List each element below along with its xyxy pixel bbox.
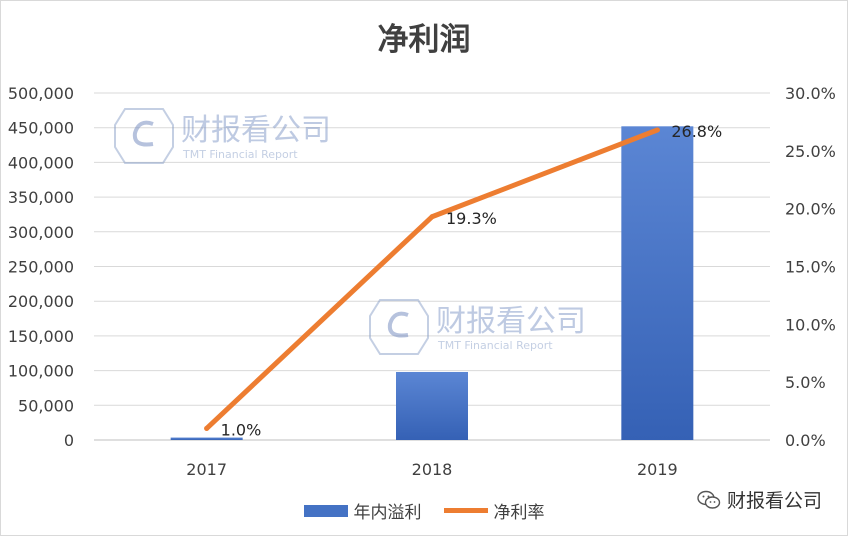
watermark-logo-icon <box>369 299 429 355</box>
left-tick-label: 100,000 <box>8 362 74 381</box>
margin-point <box>654 127 660 133</box>
wechat-source-label: 财报看公司 <box>726 490 822 512</box>
x-tick-label: 2018 <box>412 460 453 479</box>
profit-bars <box>170 126 694 440</box>
legend-swatch-line <box>443 508 488 513</box>
profit-bar <box>170 437 243 440</box>
right-tick-label: 25.0% <box>785 142 836 161</box>
right-tick-label: 15.0% <box>785 258 836 277</box>
x-tick-label: 2019 <box>637 460 678 479</box>
x-tick-label: 2017 <box>186 460 227 479</box>
left-tick-label: 350,000 <box>8 188 74 207</box>
left-tick-label: 0 <box>64 431 74 450</box>
wechat-icon <box>697 490 721 509</box>
watermark-c-glyph <box>387 311 409 338</box>
profit-bar <box>621 126 694 440</box>
left-tick-label: 250,000 <box>8 258 74 277</box>
legend-item-margin: 净利率 <box>443 498 545 523</box>
chart-title: 净利润 <box>377 22 471 58</box>
watermark-subtext: TMT Financial Report <box>437 339 553 352</box>
left-axis-ticks: 0 50,000 100,000 150,000 200,000 250,000 300,0… <box>8 84 74 450</box>
left-tick-label: 150,000 <box>8 327 74 346</box>
legend: 年内溢利 净利率 <box>0 498 848 523</box>
watermark-subtext: TMT Financial Report <box>182 148 298 161</box>
watermark-text: 财报看公司 <box>436 304 586 339</box>
right-tick-label: 10.0% <box>785 315 836 334</box>
right-tick-label: 0.0% <box>785 431 826 450</box>
profit-bar <box>396 371 468 440</box>
legend-label-profit: 年内溢利 <box>353 503 422 523</box>
margin-data-label: 26.8% <box>671 122 722 141</box>
right-tick-label: 30.0% <box>785 84 836 103</box>
margin-point <box>429 214 435 220</box>
margin-data-label: 1.0% <box>221 420 262 439</box>
left-tick-label: 50,000 <box>18 396 74 415</box>
wechat-source: 财报看公司 <box>697 486 822 513</box>
watermark-text: 财报看公司 <box>181 113 331 148</box>
left-tick-label: 500,000 <box>8 84 74 103</box>
left-tick-label: 400,000 <box>8 153 74 172</box>
legend-swatch-bar <box>303 504 348 517</box>
left-tick-label: 450,000 <box>8 119 74 138</box>
x-axis-ticks: 2017 2018 2019 <box>186 460 677 479</box>
legend-label-margin: 净利率 <box>493 503 545 523</box>
legend-item-profit: 年内溢利 <box>303 498 422 523</box>
left-tick-label: 200,000 <box>8 292 74 311</box>
margin-point <box>204 425 210 431</box>
left-tick-label: 300,000 <box>8 223 74 242</box>
watermark-c-glyph <box>132 120 154 147</box>
watermark-logo-icon <box>114 108 174 164</box>
right-tick-label: 5.0% <box>785 373 826 392</box>
margin-line: 1.0% 19.3% 26.8% <box>204 122 722 439</box>
margin-data-label: 19.3% <box>446 209 497 228</box>
right-tick-label: 20.0% <box>785 200 836 219</box>
right-axis-ticks: 0.0% 5.0% 10.0% 15.0% 20.0% 25.0% 30.0% <box>785 84 836 450</box>
